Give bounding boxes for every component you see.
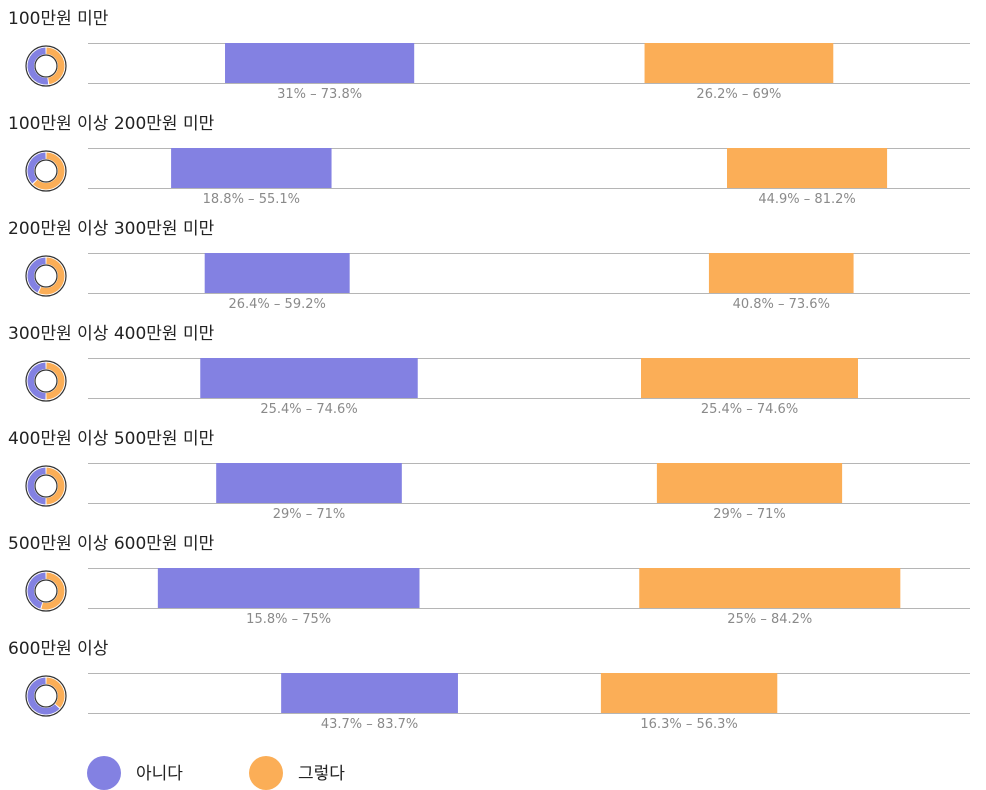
donut-slice-b	[33, 152, 65, 190]
row-title: 300만원 이상 400만원 미만	[8, 324, 215, 344]
range-label-a: 18.8% – 55.1%	[203, 192, 300, 207]
range-label-a: 29% – 71%	[273, 507, 346, 522]
bar-a[interactable]	[157, 568, 420, 608]
range-label-a: 43.7% – 83.7%	[321, 717, 418, 732]
donut-slice-b	[46, 677, 65, 708]
bar-a[interactable]	[171, 148, 332, 188]
donut-hole	[34, 579, 58, 603]
range-label-b: 25.4% – 74.6%	[701, 402, 798, 417]
bar-a[interactable]	[216, 463, 402, 503]
row-title: 500만원 이상 600만원 미만	[8, 534, 215, 554]
bar-b[interactable]	[644, 43, 834, 83]
donut-slice-a	[27, 677, 60, 715]
bar-b[interactable]	[641, 358, 858, 398]
donut-hole	[34, 159, 58, 183]
donut-hole	[34, 54, 58, 78]
bar-b[interactable]	[639, 568, 901, 608]
bar-b[interactable]	[600, 673, 778, 713]
range-label-a: 31% – 73.8%	[277, 87, 362, 102]
donut-hole	[34, 264, 58, 288]
bar-b[interactable]	[727, 148, 888, 188]
legend-swatch-a[interactable]	[87, 756, 121, 790]
range-label-b: 29% – 71%	[713, 507, 786, 522]
bar-a[interactable]	[225, 43, 415, 83]
bar-a[interactable]	[200, 358, 418, 398]
range-label-b: 16.3% – 56.3%	[640, 717, 737, 732]
donut-slice-b	[46, 362, 65, 400]
row-title: 100만원 미만	[8, 9, 109, 29]
range-label-b: 25% – 84.2%	[727, 612, 812, 627]
bar-a[interactable]	[281, 673, 458, 713]
legend-swatch-b[interactable]	[249, 756, 283, 790]
donut-slice-a	[27, 257, 46, 293]
range-label-b: 26.2% – 69%	[696, 87, 781, 102]
donut-slice-a	[27, 47, 49, 85]
bar-b[interactable]	[708, 253, 854, 293]
donut-slice-b	[46, 47, 65, 85]
range-label-b: 40.8% – 73.6%	[733, 297, 830, 312]
donut-slice-a	[27, 362, 46, 400]
legend-label-b[interactable]: 그렇다	[298, 764, 345, 784]
range-label-b: 44.9% – 81.2%	[758, 192, 855, 207]
row-title: 600만원 이상	[8, 639, 109, 659]
row-title: 400만원 이상 500만원 미만	[8, 429, 215, 449]
donut-hole	[34, 474, 58, 498]
legend-label-a[interactable]: 아니다	[136, 764, 183, 784]
donut-slice-a	[27, 572, 46, 609]
row-title: 200만원 이상 300만원 미만	[8, 219, 215, 239]
donut-slice-a	[27, 467, 46, 505]
range-label-a: 26.4% – 59.2%	[228, 297, 325, 312]
range-label-a: 25.4% – 74.6%	[260, 402, 357, 417]
donut-hole	[34, 369, 58, 393]
donut-slice-b	[41, 572, 65, 610]
donut-slice-b	[46, 467, 65, 505]
range-label-a: 15.8% – 75%	[246, 612, 331, 627]
donut-slice-b	[38, 257, 65, 295]
donut-hole	[34, 684, 58, 708]
row-title: 100만원 이상 200만원 미만	[8, 114, 215, 134]
bar-b[interactable]	[656, 463, 843, 503]
bar-a[interactable]	[204, 253, 350, 293]
donut-slice-a	[27, 152, 46, 184]
